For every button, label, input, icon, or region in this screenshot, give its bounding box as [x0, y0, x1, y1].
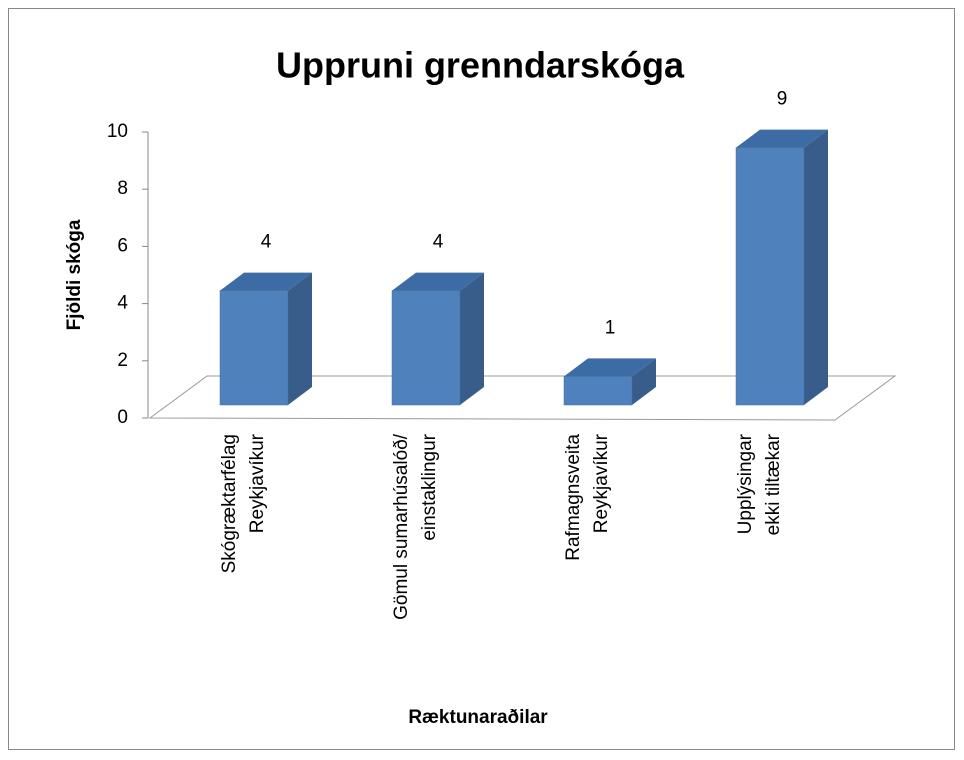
value-label: 4: [261, 232, 272, 253]
bar: [219, 290, 289, 406]
bar-top: [392, 272, 484, 291]
bar-side: [460, 272, 484, 405]
bar-side: [288, 272, 312, 405]
value-label: 9: [777, 89, 788, 110]
chart-title: Uppruni grenndarskóga: [276, 45, 685, 86]
x-tick-label: Upplýsingar: [735, 433, 756, 534]
x-tick-label: Reykjavíkur: [591, 433, 612, 533]
y-tick-label: 0: [117, 407, 128, 428]
bar: [391, 290, 461, 406]
x-tick-label: einstaklingur: [419, 433, 440, 540]
y-tick-label: 8: [117, 178, 128, 199]
value-label: 4: [433, 232, 444, 253]
x-tick-label: Reykjavíkur: [247, 433, 268, 533]
bar: [563, 376, 633, 406]
bar-side: [632, 358, 656, 405]
y-tick-label: 4: [117, 293, 128, 314]
x-tick-label: Rafmagnsveita: [563, 434, 584, 561]
x-tick-label: ekki tiltækar: [763, 433, 784, 535]
x-tick-label: Skógræktarfélag: [219, 434, 240, 573]
value-label: 1: [605, 317, 616, 338]
y-axis-label: Fjöldi skóga: [64, 219, 85, 330]
bar-top: [736, 129, 828, 148]
floor: [148, 375, 897, 421]
bar: [735, 147, 805, 406]
y-tick-label: 10: [107, 121, 128, 142]
y-tick-label: 6: [117, 235, 128, 256]
x-axis-label: Ræktunaraðilar: [408, 707, 548, 728]
y-tick-label: 2: [117, 350, 128, 371]
bar-top: [220, 272, 312, 291]
bar-side: [804, 129, 828, 405]
bar-top: [564, 358, 656, 377]
x-tick-label: Gömul sumarhúsalóð/: [391, 433, 412, 620]
